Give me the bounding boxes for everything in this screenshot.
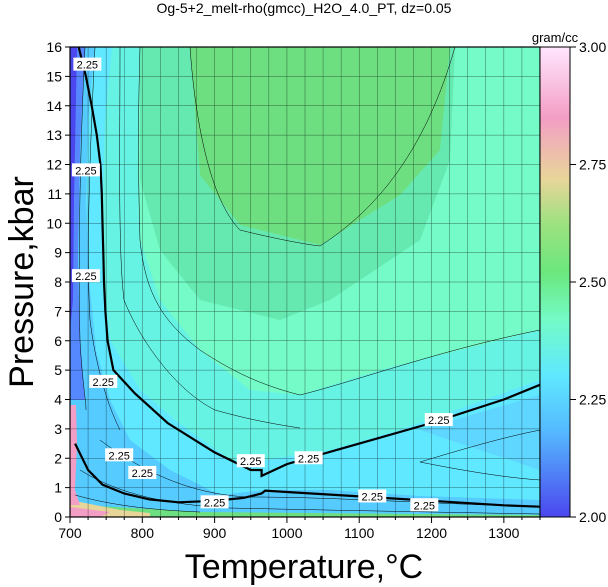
x-tick-label: 700 [58, 525, 82, 541]
contour-label: 2.25 [75, 165, 96, 177]
contour-label: 2.25 [298, 453, 319, 465]
y-tick-label: 13 [46, 127, 62, 143]
y-tick-label: 10 [46, 215, 62, 231]
contour-label-bg [73, 57, 102, 71]
band-green-top [190, 47, 450, 245]
contour-label: 2.25 [414, 500, 435, 512]
y-tick-label: 7 [54, 303, 62, 319]
band-bottom-green [70, 505, 540, 517]
grid [70, 47, 540, 517]
contour-label: 2.25 [77, 60, 98, 72]
contour-label-bg [358, 489, 387, 503]
contour-label: 2.25 [204, 497, 225, 509]
band-low-left-pink-bottom [70, 507, 110, 517]
contour-label-bg [410, 498, 439, 512]
y-tick-label: 15 [46, 68, 62, 84]
chart-title: Og-5+2_melt-rho(gmcc)_H2O_4.0_PT, dz=0.0… [157, 0, 452, 16]
y-tick-label: 1 [54, 480, 62, 496]
contour-label: 2.25 [240, 456, 261, 468]
contour-label-bg [89, 374, 118, 388]
x-tick-label: 1200 [416, 525, 447, 541]
contour-label: 2.25 [108, 450, 129, 462]
colorbar-tick-label: 3.00 [579, 39, 606, 55]
y-tick-label: 5 [54, 362, 62, 378]
plot-area: 2.252.252.252.252.252.252.252.25 2.252.25… [70, 47, 540, 517]
contour-label: 2.25 [362, 491, 383, 503]
y-tick-label: 16 [46, 39, 62, 55]
colorbar-tick-label: 2.50 [579, 274, 606, 290]
band-light-blue [70, 47, 540, 517]
y-tick-label: 9 [54, 245, 62, 261]
colorbar-unit-label: gram/cc [532, 30, 579, 45]
y-tick-label: 11 [47, 186, 62, 202]
colorbar-tick-label: 2.25 [579, 392, 606, 408]
y-tick-label: 0 [54, 509, 62, 525]
y-tick-label: 6 [54, 333, 62, 349]
colorbar-tick-label: 2.75 [579, 157, 606, 173]
x-axis-label: Temperature,°C [185, 548, 423, 586]
contour-label-bg [236, 454, 265, 468]
x-tick-label: 800 [131, 525, 155, 541]
x-tick-label: 900 [203, 525, 227, 541]
band-low-left-pink [70, 405, 80, 505]
colorbar-ticks: 2.00 2.25 2.50 2.75 3.00 [570, 39, 606, 525]
contour-label-bg [105, 448, 134, 462]
y-tick-label: 14 [46, 98, 62, 114]
contour-label-bg [424, 413, 453, 427]
x-tick-label: 1300 [488, 525, 519, 541]
contour-2-25-lower [74, 443, 540, 508]
y-tick-label: 8 [54, 274, 62, 290]
colorbar-tick-label: 2.00 [579, 509, 606, 525]
contour-label-bg [71, 269, 100, 283]
contour-label-bg [294, 451, 323, 465]
y-axis-label: Pressure,kbar [3, 176, 41, 388]
colorbar-fill [539, 46, 571, 518]
contour-label: 2.25 [75, 271, 96, 283]
band-deep-blue [70, 47, 77, 330]
colorbar: gram/cc 2.00 2.25 2.50 2.75 3.00 [532, 30, 607, 525]
contour-label: 2.25 [93, 377, 114, 389]
y-tick-label: 2 [54, 450, 62, 466]
contour-labels: 2.252.252.252.252.252.252.252.25 2.252.25… [71, 57, 453, 512]
contour-label-bg [200, 495, 229, 509]
band-low-wedge [420, 395, 540, 470]
y-tick-label: 4 [54, 392, 62, 408]
y-tick-label: 12 [46, 157, 62, 173]
contour-label: 2.25 [428, 415, 449, 427]
contour-label-bg [128, 465, 157, 479]
y-tick-label: 3 [54, 421, 62, 437]
contour-label-bg [71, 163, 100, 177]
x-tick-label: 1100 [344, 525, 374, 541]
x-ticks: 700 800 900 1000 1100 1200 1300 [58, 517, 541, 541]
contour-label: 2.25 [132, 468, 153, 480]
x-tick-label: 1000 [271, 525, 302, 541]
